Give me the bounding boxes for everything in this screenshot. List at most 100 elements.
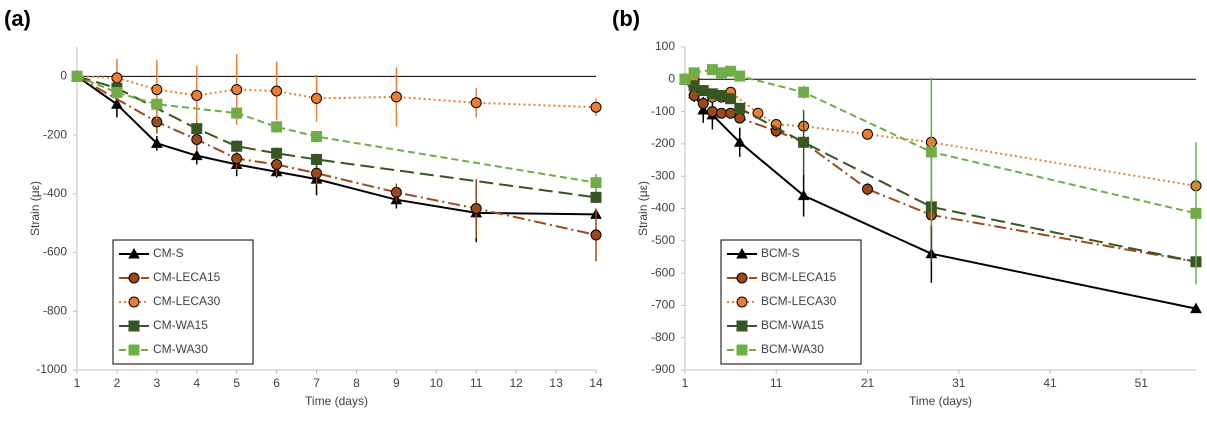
series-line	[76, 75, 597, 109]
y-axis-title: Strain (με)	[636, 181, 650, 236]
marker	[590, 191, 602, 203]
legend-marker	[128, 272, 140, 284]
marker	[716, 67, 727, 79]
marker	[733, 136, 746, 147]
legend-marker	[128, 247, 140, 259]
marker	[470, 97, 482, 109]
x-axis-title: Time (days)	[305, 394, 368, 408]
y-tick-label: -800	[43, 303, 67, 317]
y-tick-label: -200	[651, 136, 675, 150]
marker	[688, 67, 700, 79]
marker	[679, 73, 691, 85]
marker	[1190, 207, 1202, 219]
x-tick-label: 9	[393, 376, 400, 390]
legend-marker	[128, 296, 140, 308]
marker	[271, 85, 283, 97]
legend-marker	[128, 344, 140, 356]
panel-label: (a)	[4, 6, 31, 31]
panel-label: (b)	[612, 6, 640, 31]
marker	[590, 177, 602, 189]
marker	[1190, 302, 1202, 314]
series-line	[684, 78, 1197, 263]
x-tick-label: 14	[589, 376, 603, 390]
marker	[798, 86, 810, 98]
marker	[231, 84, 243, 96]
marker	[590, 101, 602, 113]
x-tick-label: 6	[273, 376, 280, 390]
marker	[470, 203, 482, 214]
legend-marker	[736, 296, 748, 308]
y-axis-title: Strain (με)	[28, 181, 42, 236]
marker	[688, 89, 700, 101]
marker	[71, 70, 83, 82]
marker	[734, 112, 746, 124]
marker	[798, 136, 810, 148]
x-tick-label: 31	[952, 376, 966, 390]
panel: (b) -900 -800 -700 -600 -500 -400 -300 -200 -100 0…	[612, 6, 1202, 408]
x-tick-label: 1	[74, 376, 81, 390]
legend-marker	[736, 247, 748, 259]
marker	[725, 93, 737, 105]
marker	[151, 84, 163, 96]
marker	[151, 98, 163, 110]
marker	[271, 147, 283, 159]
marker	[390, 186, 402, 198]
x-tick-label: 8	[353, 376, 360, 390]
marker	[271, 158, 283, 170]
marker	[311, 131, 323, 143]
marker	[191, 123, 203, 135]
legend-label: CM-LECA15	[153, 270, 221, 284]
y-tick-label: -100	[651, 104, 675, 118]
marker	[231, 107, 243, 119]
y-tick-label: -300	[651, 168, 675, 182]
marker	[697, 103, 710, 115]
marker	[271, 121, 283, 133]
marker	[191, 133, 203, 145]
marker	[311, 153, 323, 165]
legend-label: BCM-S	[761, 246, 800, 260]
marker	[191, 89, 203, 101]
series-line	[76, 75, 597, 216]
x-tick-label: 21	[861, 376, 875, 390]
x-tick-label: 10	[430, 376, 444, 390]
legend-label: BCM-WA15	[761, 318, 824, 332]
marker	[706, 64, 718, 76]
y-tick-label: -500	[651, 233, 675, 247]
marker	[725, 65, 737, 77]
series-line	[684, 68, 1197, 215]
marker	[697, 85, 709, 97]
marker	[111, 87, 123, 99]
x-tick-label: 13	[549, 376, 563, 390]
marker	[190, 149, 203, 161]
y-tick-label: 100	[655, 39, 675, 53]
series-line	[684, 78, 1197, 187]
legend-label: BCM-LECA15	[761, 270, 837, 284]
marker	[706, 88, 718, 100]
x-tick-label: 7	[313, 376, 320, 390]
marker	[688, 80, 700, 92]
marker	[797, 189, 810, 201]
marker	[862, 128, 873, 140]
y-tick-label: -900	[651, 362, 675, 376]
x-tick-label: 5	[233, 376, 240, 390]
marker	[716, 89, 727, 101]
x-tick-label: 4	[193, 376, 200, 390]
y-tick-label: 0	[668, 71, 675, 85]
marker	[311, 92, 323, 104]
series-line	[684, 78, 1197, 263]
marker	[111, 98, 123, 109]
y-tick-label: -400	[651, 201, 675, 215]
x-tick-label: 41	[1043, 376, 1057, 390]
marker	[734, 70, 746, 82]
x-tick-label: 3	[154, 376, 161, 390]
marker	[111, 72, 123, 84]
marker	[150, 137, 163, 148]
marker	[311, 167, 323, 179]
y-tick-label: -700	[651, 298, 675, 312]
legend-label: CM-LECA30	[153, 294, 221, 308]
legend-label: CM-WA30	[153, 342, 208, 356]
legend-label: CM-WA15	[153, 318, 208, 332]
marker	[390, 91, 402, 103]
y-tick-label: -200	[43, 127, 67, 141]
